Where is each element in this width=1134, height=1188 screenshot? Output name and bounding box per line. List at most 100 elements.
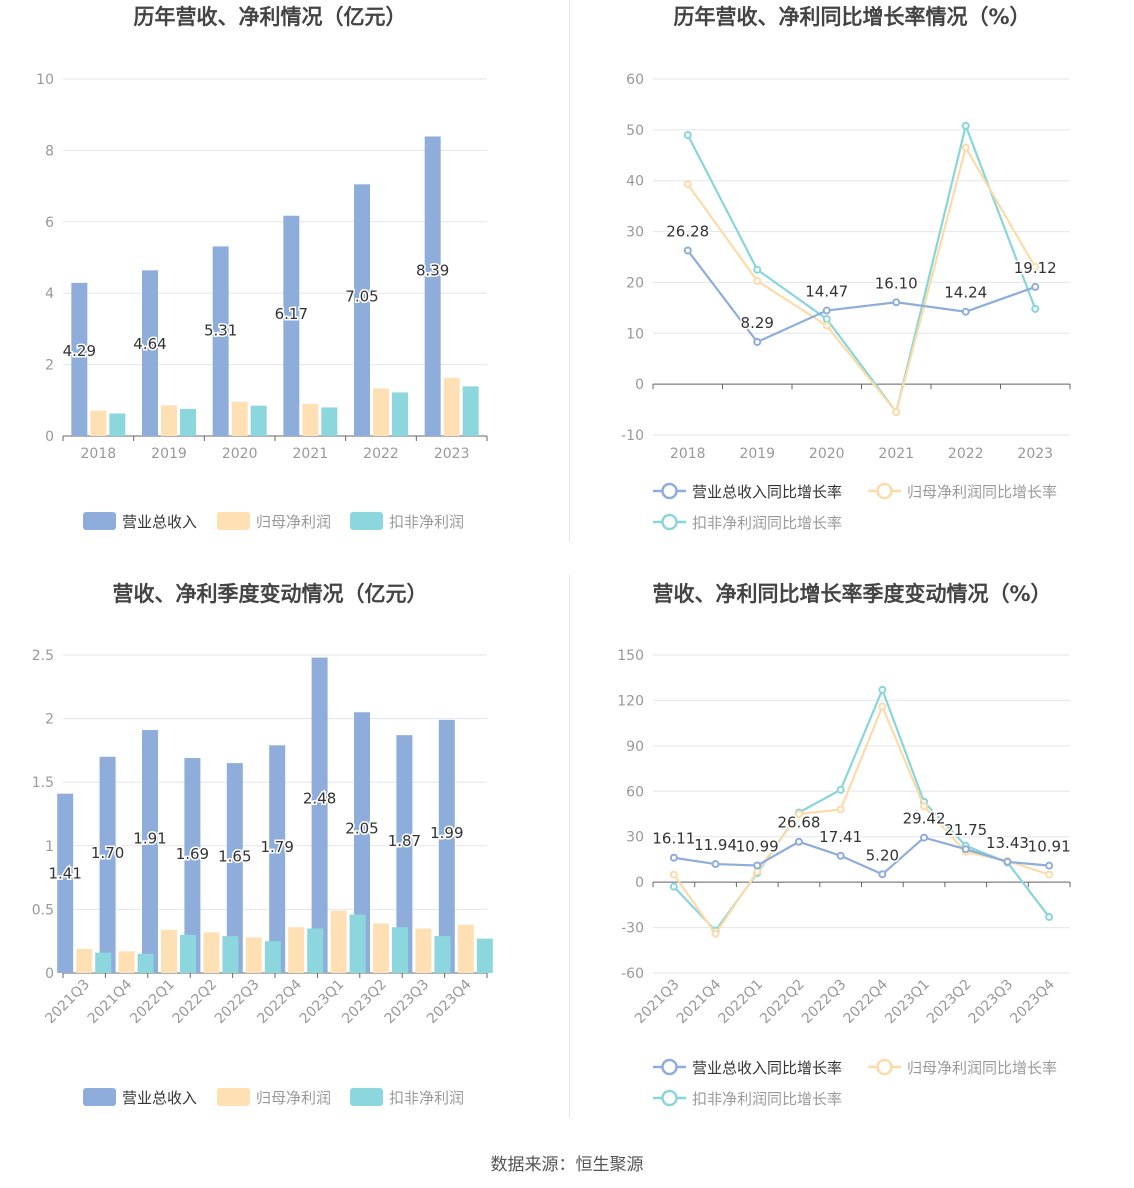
bar-netprofit <box>76 948 93 973</box>
y-tick-label: 150 <box>617 648 644 664</box>
data-label: 10.91 <box>1028 838 1071 856</box>
panel-divider-bottom <box>569 574 570 1118</box>
data-point <box>822 306 831 315</box>
bar-revenue <box>142 270 158 436</box>
x-tick-label: 2021 <box>293 446 329 462</box>
x-tick-label: 2022Q2 <box>757 977 808 1028</box>
data-label: 1.65 <box>218 848 251 866</box>
bar-netprofit <box>457 924 474 973</box>
x-tick-label: 2018 <box>670 446 706 462</box>
bar-netprofit <box>330 910 347 973</box>
bar-deducted <box>95 952 112 973</box>
legend-label: 归母净利润同比增长率 <box>907 483 1057 501</box>
x-tick-label: 2022 <box>948 446 984 462</box>
chart-group: 历年营收、净利同比增长率情况（%） -10 0 10 20 30 40 50 60 2018 201… <box>621 5 1071 532</box>
legend-swatch <box>83 1088 116 1106</box>
x-tick-label: 2023Q4 <box>1007 976 1058 1027</box>
data-point <box>753 861 762 870</box>
x-tick-label: 2023 <box>1017 446 1053 462</box>
data-point <box>836 785 845 794</box>
legend-label: 扣非净利润同比增长率 <box>692 1090 842 1108</box>
data-point <box>1003 857 1012 866</box>
chart-group: 历年营收、净利情况（亿元） 0 2 4 6 8 10 2018 2019 2020 2021 2022… <box>36 5 488 531</box>
bar-revenue <box>212 246 229 436</box>
data-point <box>836 805 845 814</box>
data-label: 4.64 <box>133 335 166 353</box>
legend-label: 营业总收入 <box>122 513 197 531</box>
x-tick-label: 2023Q3 <box>966 977 1017 1028</box>
y-tick-label: 50 <box>626 123 644 139</box>
data-point <box>1045 861 1054 870</box>
x-tick-label: 2020 <box>809 446 845 462</box>
legend-label: 归母净利润 <box>256 1089 331 1107</box>
data-label: 1.70 <box>91 844 124 862</box>
data-point <box>961 845 970 854</box>
y-tick-label: 0 <box>635 875 644 891</box>
legend-swatch-marker <box>661 1089 678 1107</box>
bar-netprofit <box>245 937 262 973</box>
data-label: 26.28 <box>666 222 709 240</box>
y-tick-label: 1.5 <box>32 775 54 791</box>
data-point <box>822 321 831 330</box>
annual-amount-chart-svg: 历年营收、净利情况（亿元） 0 2 4 6 8 10 2018 2019 2020 2021 2022… <box>36 5 488 531</box>
series-line-deducted <box>673 686 1051 933</box>
panel-divider-top <box>569 0 570 542</box>
legend-label: 扣非净利润同比增长率 <box>692 514 842 532</box>
data-label: 1.69 <box>176 845 209 863</box>
bar-deducted <box>250 405 267 436</box>
data-point <box>961 307 970 316</box>
legend-label: 营业总收入同比增长率 <box>692 483 842 501</box>
y-tick-label: -30 <box>621 921 644 937</box>
data-point <box>683 246 692 255</box>
bar-netprofit <box>443 377 460 436</box>
x-tick-label: 2022Q1 <box>127 977 178 1028</box>
chart-title: 历年营收、净利情况（亿元） <box>134 5 407 29</box>
x-tick-label: 2023Q1 <box>882 977 933 1028</box>
legend-label: 归母净利润 <box>256 513 331 531</box>
data-point <box>1031 282 1040 291</box>
data-label: 16.10 <box>875 274 918 292</box>
data-point <box>920 802 929 811</box>
x-tick-label: 2019 <box>739 446 775 462</box>
y-tick-label: 60 <box>626 72 644 88</box>
x-tick-label: 2021Q3 <box>42 977 93 1028</box>
data-point <box>961 143 970 152</box>
y-tick-label: 120 <box>617 693 644 709</box>
y-tick-label: 90 <box>626 739 644 755</box>
data-point <box>961 121 970 130</box>
x-tick-label: 2022Q3 <box>212 977 263 1028</box>
bar-netprofit <box>302 403 319 436</box>
legend-swatch <box>350 1088 383 1106</box>
data-point <box>878 702 887 711</box>
data-point <box>753 337 762 346</box>
x-tick-label: 2022 <box>363 446 399 462</box>
data-point <box>711 860 720 869</box>
data-label: 7.05 <box>345 288 378 306</box>
legend-swatch <box>83 512 116 530</box>
data-point <box>669 882 678 891</box>
data-label: 2.48 <box>303 789 336 807</box>
bar-revenue <box>99 756 116 973</box>
data-point <box>669 870 678 879</box>
quarterly-amount-chart: 营收、净利季度变动情况（亿元） 0 0.5 1 1.5 2 2.5 2021Q3 2021Q4 2… <box>0 574 567 1122</box>
y-tick-label: 30 <box>626 830 644 846</box>
bar-revenue <box>184 758 201 973</box>
chart-title: 营收、净利同比增长率季度变动情况（%） <box>652 582 1051 606</box>
legend-swatch-marker <box>876 1058 893 1076</box>
y-tick-label: 2 <box>45 358 54 374</box>
data-label: 5.20 <box>866 846 899 864</box>
x-tick-label: 2018 <box>81 446 117 462</box>
y-tick-label: 30 <box>626 225 644 241</box>
bar-netprofit <box>203 932 220 973</box>
data-point <box>794 810 803 818</box>
y-tick-label: 1 <box>45 839 54 855</box>
annual-growth-chart-svg: 历年营收、净利同比增长率情况（%） -10 0 10 20 30 40 50 60 2018 201… <box>621 5 1071 532</box>
quarterly-growth-chart-svg: 营收、净利同比增长率季度变动情况（%） -60 -30 0 30 60 90 120 150 20… <box>617 582 1072 1108</box>
data-point <box>683 180 692 189</box>
x-tick-label: 2021Q4 <box>674 976 725 1027</box>
data-label: 17.41 <box>819 828 862 846</box>
data-label: 21.75 <box>944 821 987 839</box>
y-tick-label: -10 <box>621 428 644 444</box>
data-point <box>878 685 887 694</box>
data-label: 29.42 <box>903 810 946 828</box>
